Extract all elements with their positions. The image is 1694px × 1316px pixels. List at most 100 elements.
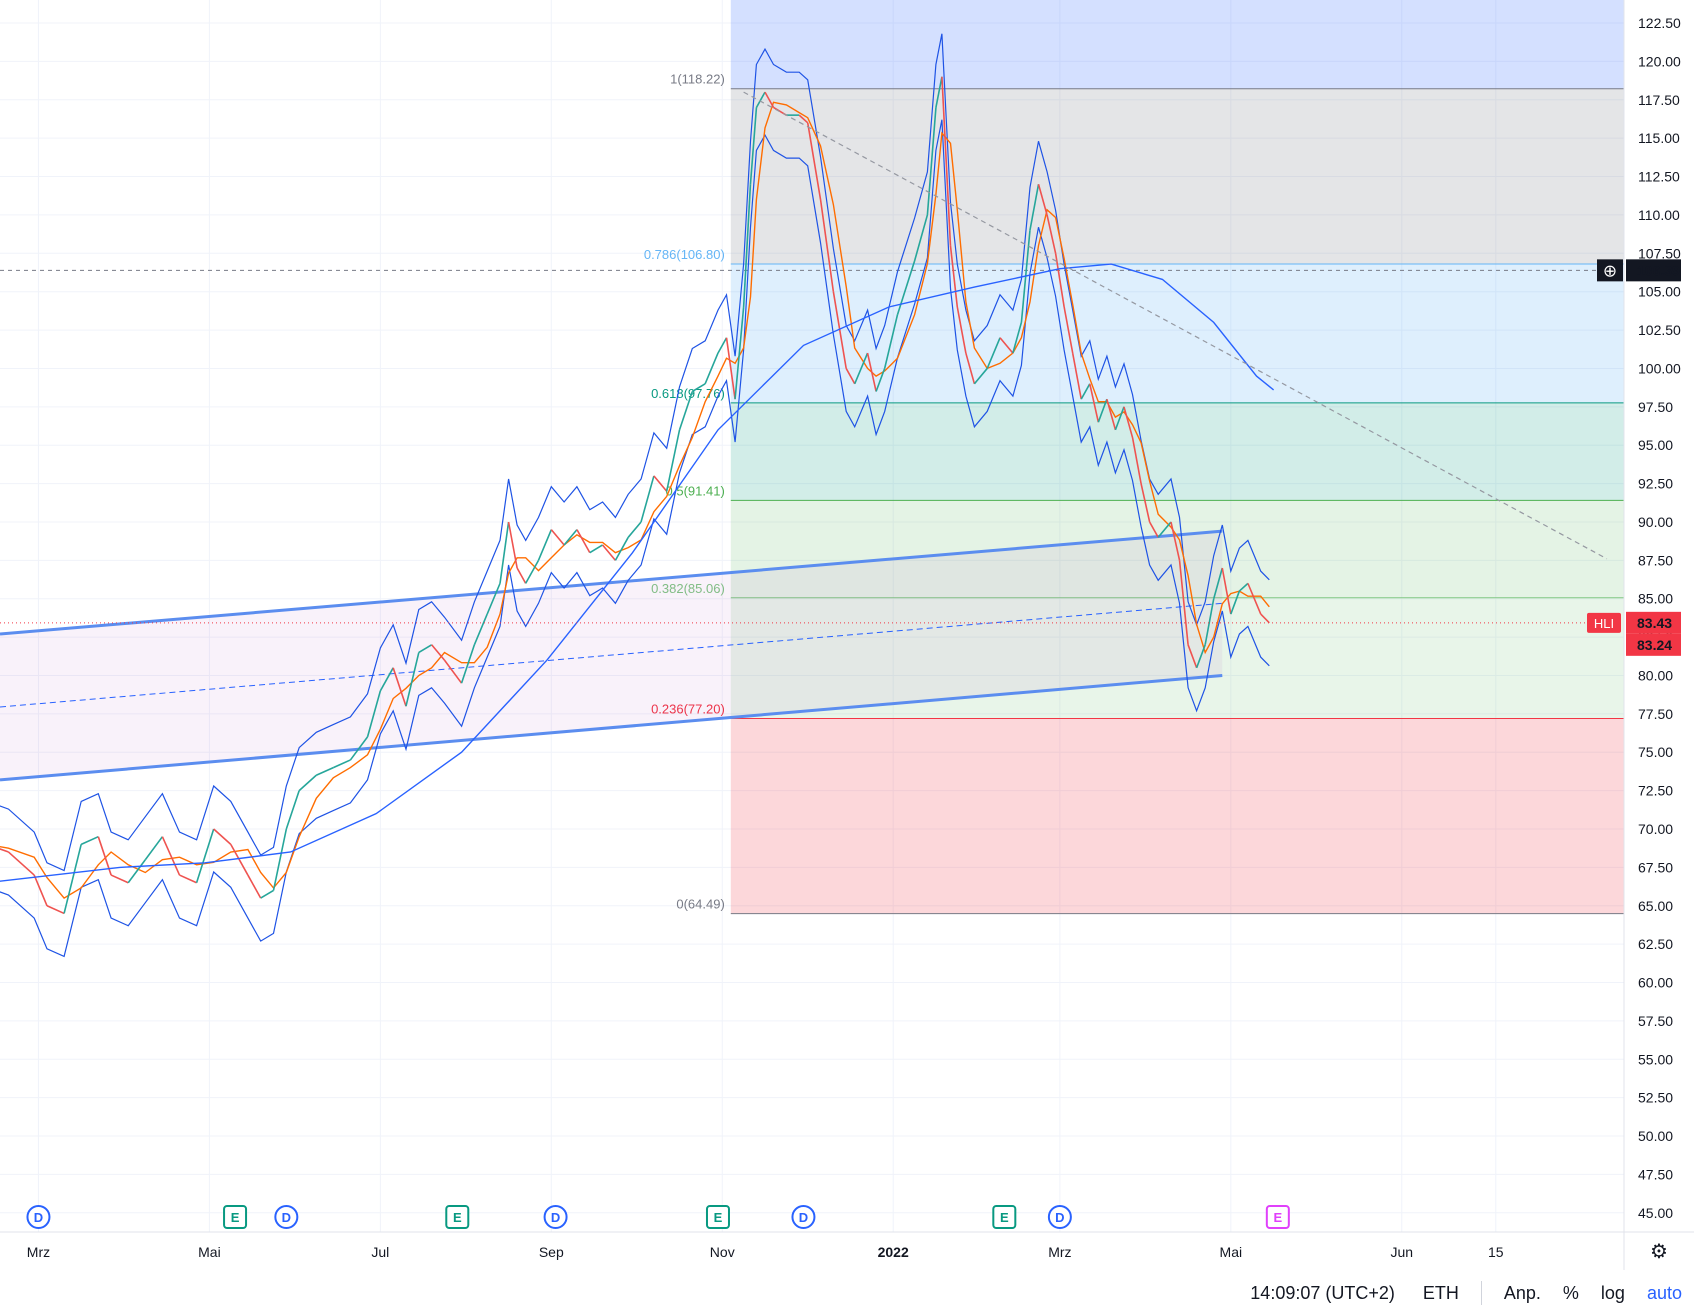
add-alert-plus-icon[interactable]: ⊕	[1603, 261, 1617, 281]
percent-scale-button[interactable]: %	[1562, 1282, 1579, 1303]
price-tick-label: 45.00	[1638, 1205, 1673, 1221]
fib-retracement[interactable]: 1(118.22) 0.786(106.80) 0.618(97.76) 0.5(91…	[0, 0, 1624, 915]
price-segment	[418, 644, 433, 654]
price-segment	[1089, 383, 1100, 423]
earnings-marker-icon[interactable]: E	[705, 1205, 730, 1229]
time-tick-label: 15	[1488, 1244, 1504, 1260]
price-segment	[161, 836, 181, 876]
price-segment	[8, 851, 35, 876]
fib-level-label: 0.618(97.76)	[651, 386, 725, 401]
dividend-marker-icon[interactable]: D	[791, 1205, 816, 1229]
settings-gear-icon[interactable]: ⚙	[1650, 1241, 1668, 1263]
marker-letter: E	[453, 1210, 462, 1225]
price-segment	[845, 368, 856, 385]
add-alert-bg	[1597, 259, 1623, 282]
price-tick-label: 110.00	[1638, 207, 1680, 223]
price-segment	[935, 76, 943, 108]
price-tick-label: 80.00	[1638, 667, 1673, 683]
price-segment	[195, 828, 215, 883]
symbol-tag-bg	[1587, 612, 1621, 633]
price-segment	[1247, 583, 1262, 615]
toolbar-divider	[1480, 1281, 1482, 1305]
price-segment	[1260, 613, 1270, 624]
price-segment	[524, 559, 540, 584]
price-tick-label: 75.00	[1638, 744, 1673, 760]
price-segment	[665, 429, 681, 492]
dividend-marker-icon[interactable]: D	[274, 1205, 299, 1229]
price-segment	[717, 337, 728, 354]
price-segment	[1063, 306, 1074, 354]
marker-letter: E	[714, 1210, 723, 1225]
price-segment	[272, 828, 288, 891]
price-tick-label: 120.00	[1638, 53, 1681, 69]
session-toggle[interactable]: ETH	[1422, 1282, 1459, 1303]
price-segment	[734, 306, 745, 400]
price-tick-label: 67.50	[1638, 859, 1673, 875]
time-tick-label: Mrz	[27, 1244, 50, 1260]
price-segment	[589, 544, 604, 554]
price-segment	[832, 291, 847, 369]
chart-canvas[interactable]: 1(118.22) 0.786(106.80) 0.618(97.76) 0.5(91…	[0, 0, 1694, 1270]
time-tick-label: Mai	[1220, 1244, 1243, 1260]
price-segment	[640, 475, 655, 523]
price-segment	[1012, 322, 1023, 354]
price-segment	[1148, 521, 1159, 538]
price-tick-label: 65.00	[1638, 898, 1673, 914]
price-tick-label: 105.00	[1638, 284, 1681, 300]
price-segment	[1178, 560, 1189, 645]
earnings-marker-icon[interactable]: E	[223, 1205, 248, 1229]
auto-scale-button[interactable]: auto	[1646, 1282, 1682, 1303]
fib-level-label: 0.382(85.06)	[651, 581, 725, 596]
price-segment	[601, 544, 617, 561]
time-tick-label: Mrz	[1048, 1244, 1071, 1260]
channel-upper	[0, 529, 1223, 636]
price-segment	[1037, 184, 1048, 216]
price-segment	[260, 889, 274, 899]
fib-zone	[730, 88, 1624, 265]
earnings-marker-icon[interactable]: E	[1265, 1205, 1290, 1229]
close-price-tag-bg	[1626, 633, 1681, 656]
price-segment	[956, 306, 967, 354]
price-segment	[127, 859, 146, 884]
dividend-marker-icon[interactable]: D	[26, 1205, 51, 1229]
price-segment	[1195, 644, 1206, 669]
marker-shape	[1265, 1205, 1290, 1229]
earnings-marker-icon[interactable]: E	[445, 1205, 470, 1229]
price-segment	[653, 475, 668, 492]
price-segment	[1123, 406, 1134, 438]
earnings-marker-icon[interactable]: E	[992, 1205, 1017, 1229]
adjust-button[interactable]: Anp.	[1503, 1282, 1541, 1303]
price-segment	[333, 759, 351, 769]
dividend-marker-icon[interactable]: D	[1047, 1205, 1072, 1229]
price-segment	[755, 91, 766, 108]
price-segment	[806, 122, 822, 200]
time-axis[interactable]: Mrz Mai Jul Sep Nov 2022 Mrz Mai Jun 15 ⚙	[0, 1231, 1694, 1263]
regression-channel[interactable]	[0, 529, 1223, 782]
price-segment	[179, 874, 197, 884]
price-tick-label: 55.00	[1638, 1051, 1673, 1067]
price-tick-label: 77.50	[1638, 706, 1673, 722]
price-tick-label: 50.00	[1638, 1128, 1673, 1144]
price-segment	[883, 314, 899, 369]
price-tick-label: 102.50	[1638, 322, 1681, 338]
price-tick-label: 52.50	[1638, 1090, 1673, 1106]
price-segment	[1140, 483, 1151, 523]
marker-letter: D	[282, 1210, 291, 1225]
price-tick-label: 90.00	[1638, 514, 1673, 530]
fib-level-label: 0.786(106.80)	[644, 247, 725, 262]
price-segment	[110, 874, 129, 884]
price-segment	[973, 367, 988, 385]
price-segment	[949, 245, 959, 308]
last-price-label: 83.43	[1637, 615, 1672, 631]
marker-letter: D	[1055, 1210, 1064, 1225]
log-scale-button[interactable]: log	[1600, 1282, 1625, 1303]
price-segment	[379, 667, 394, 692]
price-tick-label: 70.00	[1638, 821, 1673, 837]
price-tick-label: 100.00	[1638, 360, 1681, 376]
price-segment	[913, 214, 929, 262]
price-segment	[516, 567, 527, 584]
price-segment	[63, 844, 82, 914]
dividend-marker-icon[interactable]: D	[543, 1205, 568, 1229]
price-segment	[550, 529, 565, 546]
